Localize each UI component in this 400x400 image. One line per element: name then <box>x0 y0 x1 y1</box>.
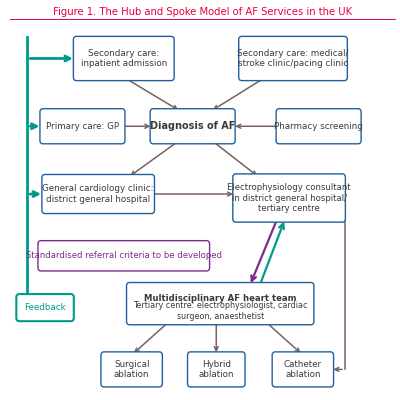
Text: Feedback: Feedback <box>24 303 66 312</box>
Text: Standardised referral criteria to be developed: Standardised referral criteria to be dev… <box>26 251 222 260</box>
Text: Catheter
ablation: Catheter ablation <box>284 360 322 379</box>
Text: Hybrid
ablation: Hybrid ablation <box>198 360 234 379</box>
FancyBboxPatch shape <box>42 174 154 214</box>
FancyBboxPatch shape <box>16 294 74 321</box>
Text: Secondary care:
inpatient admission: Secondary care: inpatient admission <box>81 49 167 68</box>
FancyBboxPatch shape <box>239 36 347 81</box>
Text: Tertiary centre: electrophysiologist, cardiac
surgeon, anaesthetist: Tertiary centre: electrophysiologist, ca… <box>133 301 308 321</box>
FancyBboxPatch shape <box>150 109 235 144</box>
FancyBboxPatch shape <box>38 241 210 271</box>
Text: Primary care: GP: Primary care: GP <box>46 122 119 131</box>
Text: General cardiology clinic:
district general hospital: General cardiology clinic: district gene… <box>42 184 154 204</box>
FancyBboxPatch shape <box>188 352 245 387</box>
Text: Diagnosis of AF: Diagnosis of AF <box>150 121 235 131</box>
FancyBboxPatch shape <box>40 109 125 144</box>
FancyBboxPatch shape <box>276 109 361 144</box>
FancyBboxPatch shape <box>233 174 345 222</box>
FancyBboxPatch shape <box>101 352 162 387</box>
FancyBboxPatch shape <box>126 282 314 325</box>
FancyBboxPatch shape <box>73 36 174 81</box>
FancyBboxPatch shape <box>272 352 334 387</box>
Text: Secondary care: medical/
stroke clinic/pacing clinic: Secondary care: medical/ stroke clinic/p… <box>237 49 349 68</box>
Text: Figure 1. The Hub and Spoke Model of AF Services in the UK: Figure 1. The Hub and Spoke Model of AF … <box>53 7 352 17</box>
Text: Pharmacy screening: Pharmacy screening <box>274 122 363 131</box>
Text: Surgical
ablation: Surgical ablation <box>114 360 150 379</box>
Text: Electrophysiology consultant
in district general hospital/
tertiary centre: Electrophysiology consultant in district… <box>227 183 351 213</box>
Text: Multidisciplinary AF heart team: Multidisciplinary AF heart team <box>144 294 296 303</box>
